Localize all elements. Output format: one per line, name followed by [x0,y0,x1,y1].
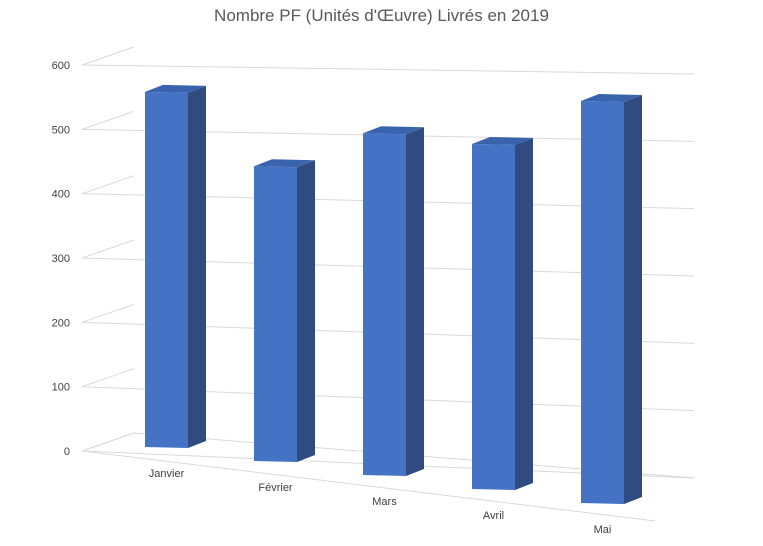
y-tick-label: 600 [52,60,70,72]
gridline-600 [81,64,695,75]
side-gridline-100 [81,368,135,388]
bar-top-face [254,159,315,168]
bar-side-face [624,95,642,504]
bars-layer [145,84,642,504]
bar-mai [581,94,642,504]
side-gridline-400 [81,175,135,195]
bar-front-face [363,133,406,477]
y-tick-label: 200 [52,317,70,329]
floor-front-edge [81,450,656,522]
bar-side-face [188,85,206,449]
bar-février [254,159,315,462]
bar-mars [363,126,424,477]
labels-layer: 0 100 200 300 400 500 600 Janvier Février Mars Avr… [52,60,612,536]
bar-side-face [406,127,424,477]
bar-top-face [363,126,424,135]
x-tick-label: Janvier [149,468,185,480]
bar-top-face [581,94,642,102]
x-tick-label: Avril [483,510,504,522]
bar-top-face [145,84,206,93]
y-tick-label: 300 [52,253,70,265]
y-tick-label: 500 [52,124,70,136]
side-gridline-300 [81,239,135,259]
bar-top-face [472,136,533,145]
y-tick-label: 0 [64,446,70,458]
bar-janvier [145,84,206,449]
side-gridline-500 [81,110,135,130]
x-tick-label: Février [258,482,293,494]
bar-front-face [254,166,297,462]
bar-front-face [145,91,188,449]
side-gridline-600 [81,46,135,66]
chart-title: Nombre PF (Unités d'Œuvre) Livrés en 201… [214,6,549,25]
y-tick-label: 400 [52,189,70,201]
bar-front-face [581,101,624,504]
floor-left-edge [81,432,135,452]
bar-front-face [472,143,515,490]
bar-side-face [515,137,533,490]
bar-side-face [297,160,315,462]
x-tick-label: Mars [372,496,397,508]
y-tick-label: 100 [52,382,70,394]
bar-avril [472,136,533,490]
x-tick-label: Mai [594,524,612,536]
side-gridline-200 [81,303,135,323]
